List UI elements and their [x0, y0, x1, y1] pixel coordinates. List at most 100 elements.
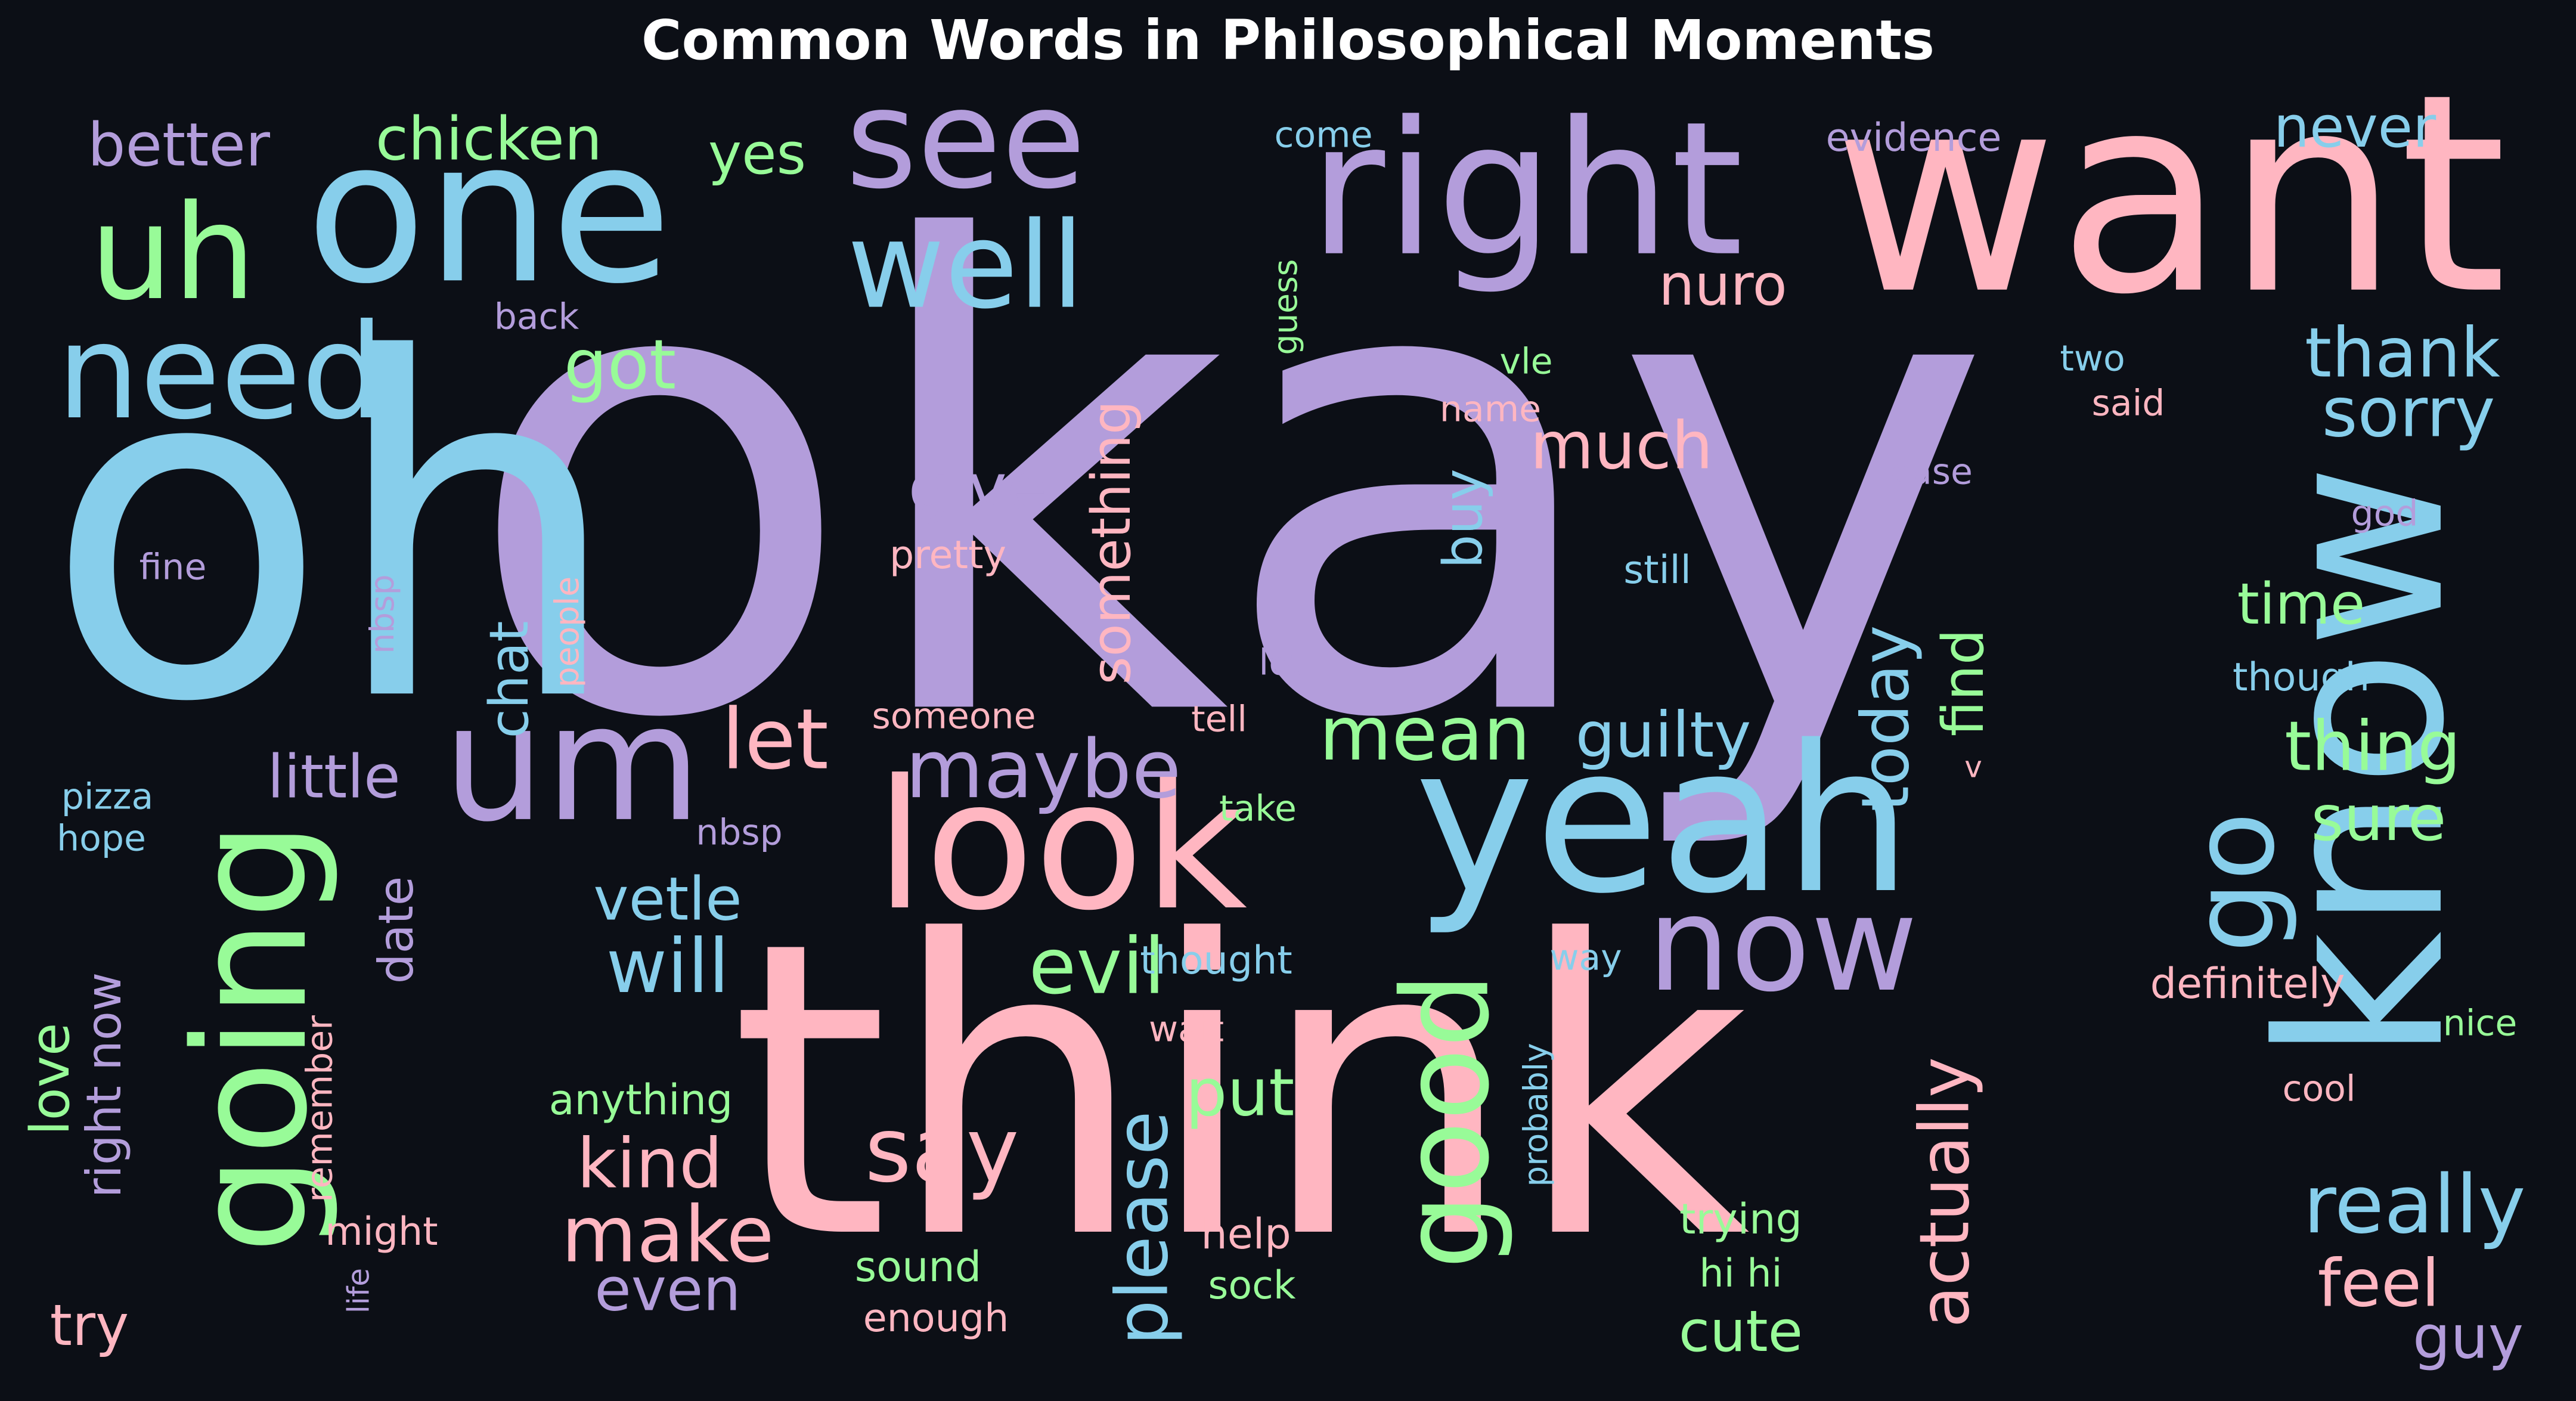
- word-kind: kind: [577, 1124, 723, 1204]
- word-maybe: maybe: [906, 723, 1182, 816]
- word-yes: yes: [708, 122, 806, 187]
- word-right-now: right now: [76, 972, 132, 1198]
- word-thank: thank: [2305, 314, 2500, 393]
- word-chicken: chicken: [376, 104, 602, 173]
- word-vle: vle: [1499, 341, 1552, 383]
- word-take: take: [1219, 788, 1297, 830]
- word-pretty: pretty: [889, 533, 1006, 578]
- word-know: know: [2230, 464, 2494, 1062]
- word-sock: sock: [1208, 1263, 1295, 1308]
- word-hope: hope: [57, 818, 146, 860]
- word-um: um: [443, 669, 702, 857]
- word-god: god: [2351, 493, 2419, 535]
- word-never: never: [2274, 95, 2436, 160]
- word-back: back: [494, 296, 579, 338]
- word-oh: oh: [44, 262, 624, 803]
- word-nbsp: nbsp: [363, 574, 401, 653]
- word-well: well: [847, 197, 1084, 336]
- word-trying: trying: [1679, 1195, 1802, 1244]
- word-really: really: [2303, 1158, 2525, 1251]
- word-definitely: definitely: [2150, 959, 2345, 1008]
- word-someone: someone: [872, 696, 1036, 737]
- word-still: still: [1623, 548, 1691, 593]
- word-lot: lot: [1259, 642, 1305, 684]
- word-cute: cute: [1679, 1299, 1803, 1365]
- word-cool: cool: [2282, 1068, 2355, 1110]
- word-try: try: [50, 1293, 129, 1359]
- word-right: right: [1309, 82, 1743, 297]
- word-guilty: guilty: [1576, 699, 1752, 771]
- word-put: put: [1186, 1054, 1295, 1130]
- word-remember: remember: [299, 1015, 341, 1202]
- word-little: little: [267, 742, 400, 811]
- word-look: look: [875, 742, 1247, 950]
- word-wait: wait: [1149, 1009, 1224, 1050]
- word-one: one: [306, 98, 672, 327]
- word-going: going: [162, 821, 342, 1254]
- chart-title: Common Words in Philosophical Moments: [641, 8, 1935, 72]
- word-way: way: [1549, 937, 1622, 979]
- word-nbsp: nbsp: [696, 812, 782, 854]
- word-vetle: vetle: [593, 864, 742, 934]
- word-enough: enough: [863, 1296, 1009, 1341]
- word-sure: sure: [2311, 782, 2447, 855]
- word-mean: mean: [1319, 691, 1531, 777]
- word-yeah: yeah: [1415, 702, 1912, 938]
- word-nice: nice: [2443, 1003, 2518, 1044]
- word-nuro: nuro: [1659, 253, 1787, 318]
- word-better: better: [88, 110, 271, 179]
- word-let: let: [721, 692, 829, 789]
- word-sound: sound: [855, 1242, 981, 1291]
- word-much: much: [1530, 407, 1713, 483]
- word-actually: actually: [1905, 1057, 1985, 1328]
- word-anything: anything: [549, 1075, 733, 1124]
- word-case: case: [1890, 451, 1973, 493]
- word-thing: thing: [2284, 707, 2461, 787]
- word-say: say: [865, 1099, 1019, 1202]
- word-buy: buy: [1432, 469, 1495, 568]
- word-today: today: [1847, 625, 1923, 812]
- word-pizza: pizza: [61, 776, 154, 818]
- word-even: even: [594, 1254, 741, 1324]
- word-life: life: [342, 1268, 376, 1313]
- word-hi-hi: hi hi: [1699, 1251, 1782, 1296]
- word-people: people: [548, 576, 586, 687]
- word-probably: probably: [1517, 1043, 1555, 1186]
- word-said: said: [2092, 383, 2165, 424]
- word-tell: tell: [1191, 699, 1247, 740]
- word-give: give: [908, 449, 1047, 525]
- word-might: might: [325, 1210, 438, 1254]
- word-guy: guy: [2413, 1302, 2524, 1372]
- word-find: find: [1931, 629, 1997, 736]
- word-okay: okay: [463, 109, 1994, 858]
- word-got: got: [564, 326, 676, 405]
- word-chat: chat: [478, 621, 541, 739]
- word-guess: guess: [1266, 259, 1304, 355]
- word-help: help: [1201, 1210, 1291, 1259]
- word-name: name: [1440, 389, 1541, 430]
- word-two: two: [2060, 338, 2125, 380]
- word-please: please: [1102, 1111, 1185, 1345]
- word-now: now: [1647, 868, 1918, 1021]
- word-see: see: [846, 60, 1086, 219]
- word-v: v: [1964, 750, 1982, 785]
- word-good: good: [1377, 972, 1516, 1270]
- word-want: want: [1833, 36, 2507, 355]
- word-sorry: sorry: [2322, 373, 2496, 453]
- word-feel: feel: [2318, 1245, 2440, 1321]
- word-evidence: evidence: [1826, 116, 2002, 160]
- word-date: date: [368, 876, 424, 984]
- word-though: though: [2233, 655, 2370, 700]
- word-love: love: [19, 1023, 82, 1136]
- word-go: go: [2168, 812, 2299, 953]
- word-need: need: [57, 296, 385, 448]
- word-thought: thought: [1140, 938, 1292, 983]
- word-fine: fine: [140, 547, 207, 588]
- word-something: something: [1080, 401, 1143, 685]
- word-uh: uh: [90, 176, 256, 329]
- word-time: time: [2237, 572, 2366, 637]
- word-evil: evil: [1028, 921, 1165, 1012]
- word-come: come: [1274, 114, 1372, 156]
